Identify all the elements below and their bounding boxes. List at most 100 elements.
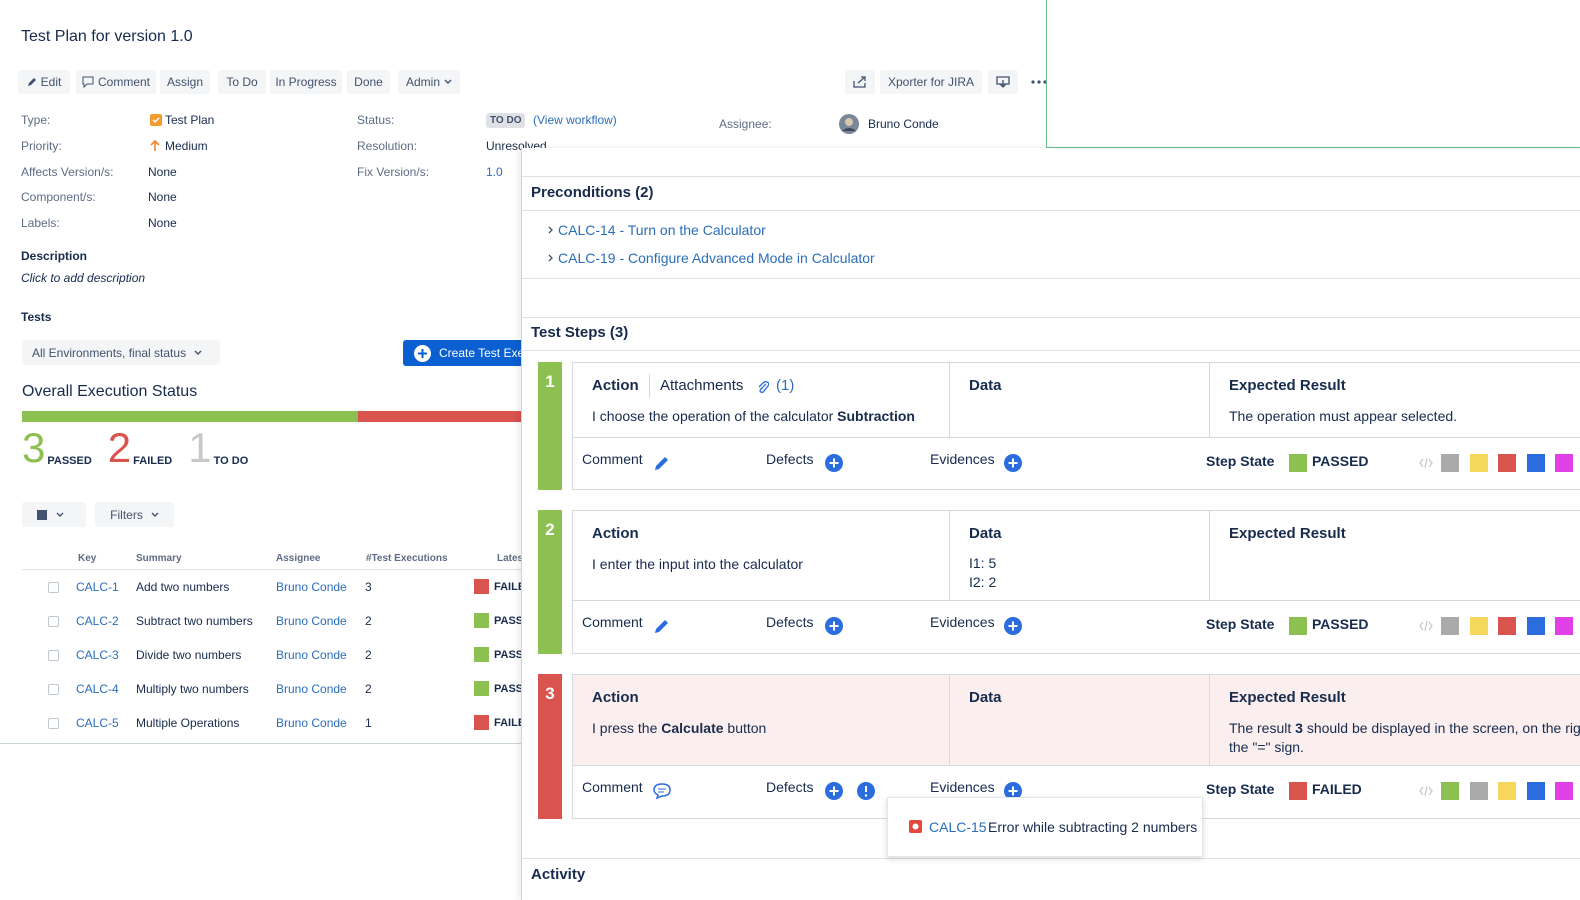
field-value: Medium [165,139,208,153]
row-checkbox[interactable] [48,616,59,627]
state-option[interactable] [1526,782,1545,800]
state-option[interactable] [1498,617,1516,635]
defect-key-link[interactable]: CALC-15 [929,819,987,835]
assignee-link[interactable]: Bruno Conde [276,614,347,628]
assignee-link[interactable]: Bruno Conde [276,648,347,662]
field-value: None [148,216,177,230]
add-evidence-button [1004,454,1022,472]
assignee-link[interactable]: Bruno Conde [276,682,347,696]
state-option[interactable] [1526,454,1545,472]
state-option[interactable] [1498,782,1516,800]
state-option[interactable] [1555,617,1573,635]
field-value: None [148,190,177,204]
field-label: Type: [21,113,51,127]
more-button[interactable] [1028,70,1050,94]
state-option[interactable] [1555,782,1573,800]
assignee-link[interactable]: Bruno Conde [276,716,347,730]
toolbar-button[interactable]: To Do [218,70,266,94]
state-option[interactable] [1469,782,1488,800]
action-text: I press the Calculate button [592,719,942,738]
evidences-label: Evidences [930,779,995,795]
add-defect-button [825,617,843,635]
column-label: Data [969,525,1002,542]
workflow-link[interactable]: (View workflow) [533,113,617,127]
paperclip-icon [757,380,769,394]
toolbar-button[interactable]: Edit [18,70,70,94]
status-swatch [474,681,489,696]
expected-segment: The result [1229,720,1296,736]
step-number: 2 [545,520,555,539]
row-checkbox[interactable] [48,684,59,695]
status-counts: 3 PASSED 2 FAILED 1 TO DO [22,427,249,469]
state-option[interactable] [1498,454,1516,472]
state-option[interactable] [1469,454,1488,472]
issue-key-link[interactable]: CALC-1 [76,580,119,594]
action-segment: I press the [592,720,662,736]
expected-segment: The operation must appear selected. [1229,408,1458,424]
toolbar-button[interactable]: Done [347,70,390,94]
add-evidence-button [1004,782,1022,800]
state-option[interactable] [1441,617,1459,635]
issue-key-link[interactable]: CALC-4 [76,682,119,696]
step-state: PASSED [1312,616,1369,632]
state-option[interactable] [1526,617,1545,635]
action-segment: Calculate [661,720,724,736]
status-count-label: TO DO [213,455,249,467]
toolbar-button[interactable]: Admin [398,70,460,94]
status-count: 1 TO DO [188,427,249,469]
comment-label: Comment [582,451,643,467]
row-checkbox[interactable] [48,582,59,593]
share-button[interactable] [845,70,875,94]
precondition-link[interactable]: CALC-14 - Turn on the Calculator [558,222,766,238]
state-option[interactable] [1441,454,1459,472]
version-link[interactable]: 1.0 [486,165,503,179]
precondition-link[interactable]: CALC-19 - Configure Advanced Mode in Cal… [558,250,875,266]
toolbar-button[interactable]: Comment [76,70,156,94]
add-defect-button [825,454,843,472]
column-chooser[interactable] [22,502,86,527]
toolbar-label: Comment [97,75,150,89]
execution-count: 1 [365,716,372,730]
step-number-bar: 1 [538,362,562,490]
state-option[interactable] [1555,454,1573,472]
issue-key-link[interactable]: CALC-3 [76,648,119,662]
overall-status-heading: Overall Execution Status [22,383,198,400]
status-swatch [474,715,489,730]
assignee-link[interactable]: Bruno Conde [276,580,347,594]
column-header: #Test Executions [366,553,448,564]
download-button[interactable] [988,70,1018,94]
step-divider [573,765,1580,766]
expected-text: The result 3 should be displayed in the … [1229,719,1580,757]
issue-key-link[interactable]: CALC-5 [76,716,119,730]
defect-popup: CALC-15 Error while subtracting 2 numbers [887,797,1203,857]
column-divider [949,675,950,765]
divider [522,176,1580,177]
summary: Add two numbers [136,580,230,594]
field-label: Fix Version/s: [357,165,430,179]
column-label: Action [592,689,639,706]
defects-label: Defects [766,779,814,795]
action-segment: I enter the input into the calculator [592,556,803,572]
edit-comment-icon [654,455,670,471]
state-option[interactable] [1469,617,1488,635]
column-divider [1209,511,1210,600]
row-checkbox[interactable] [48,650,59,661]
issue-key-link[interactable]: CALC-2 [76,614,119,628]
attachments-count[interactable]: (1) [776,377,795,394]
expected-segment: should be displayed in the screen, on th… [1229,720,1580,755]
toolbar-button[interactable]: Assign [160,70,210,94]
code-icon [1419,458,1433,468]
state-option[interactable] [1441,782,1459,800]
row-checkbox[interactable] [48,718,59,729]
environment-filter[interactable]: All Environments, final status [22,340,220,365]
step-state: PASSED [1312,453,1369,469]
status-count: 3 PASSED [22,427,92,469]
filters-button[interactable]: Filters [95,502,174,527]
summary: Subtract two numbers [136,614,253,628]
xporter-button[interactable]: Xporter for JIRA [880,70,982,94]
description-placeholder[interactable]: Click to add description [21,271,146,285]
toolbar-button[interactable]: In Progress [270,70,342,94]
code-icon [1419,786,1433,796]
column-divider [1209,363,1210,437]
